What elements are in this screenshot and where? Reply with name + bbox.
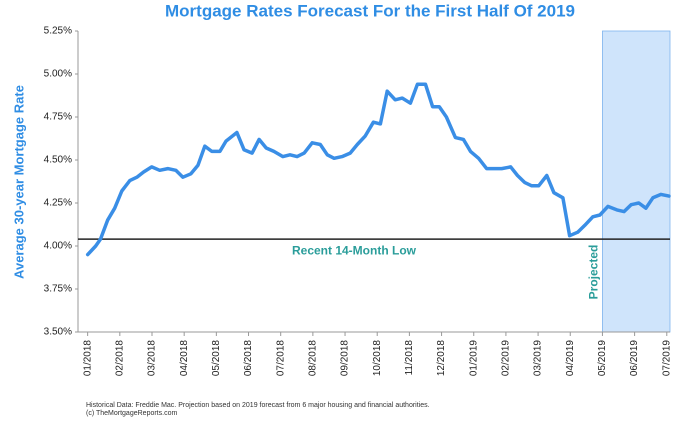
x-tick-label: 05/2018: [211, 340, 222, 377]
x-tick-label: 07/2019: [661, 340, 672, 377]
y-tick-label: 5.25%: [44, 26, 72, 37]
x-tick-label: 06/2019: [629, 340, 640, 377]
background-layer: [602, 30, 671, 333]
x-tick-label: 03/2018: [147, 340, 158, 377]
projection-label: Projected: [587, 245, 601, 300]
footnote: Historical Data: Freddie Mac. Projection…: [86, 402, 430, 409]
x-tick-label: 11/2018: [404, 340, 415, 376]
reference-label: Recent 14-Month Low: [292, 243, 417, 257]
y-tick-label: 4.75%: [44, 112, 72, 123]
y-axis-label: Average 30-year Mortgage Rate: [11, 85, 26, 279]
y-tick-label: 3.50%: [44, 327, 72, 338]
series-line: [85, 82, 671, 257]
x-tick-label: 02/2019: [501, 340, 512, 377]
footnote: (c) TheMortgageReports.com: [86, 410, 177, 417]
x-tick-label: 01/2019: [468, 340, 479, 377]
y-tick-label: 4.25%: [44, 198, 72, 209]
x-tick-label: 05/2019: [597, 340, 608, 377]
y-tick-label: 4.00%: [44, 241, 72, 252]
x-tick-label: 07/2018: [275, 340, 286, 377]
y-tick-label: 3.75%: [44, 284, 72, 295]
chart-title: Mortgage Rates Forecast For the First Ha…: [165, 1, 575, 20]
y-tick-label: 4.50%: [44, 155, 72, 166]
x-tick-label: 06/2018: [243, 340, 254, 377]
x-tick-label: 08/2018: [308, 340, 319, 377]
x-tick-label: 10/2018: [372, 340, 383, 377]
x-tick-label: 04/2018: [179, 340, 190, 377]
y-tick-label: 5.00%: [44, 69, 72, 80]
x-tick-label: 01/2018: [82, 340, 93, 377]
x-tick-label: 04/2019: [565, 340, 576, 377]
projection-band: [602, 30, 671, 333]
x-tick-label: 03/2019: [533, 340, 544, 377]
x-tick-label: 09/2018: [340, 340, 351, 377]
x-tick-label: 12/2018: [436, 340, 447, 377]
x-tick-label: 02/2018: [114, 340, 125, 377]
